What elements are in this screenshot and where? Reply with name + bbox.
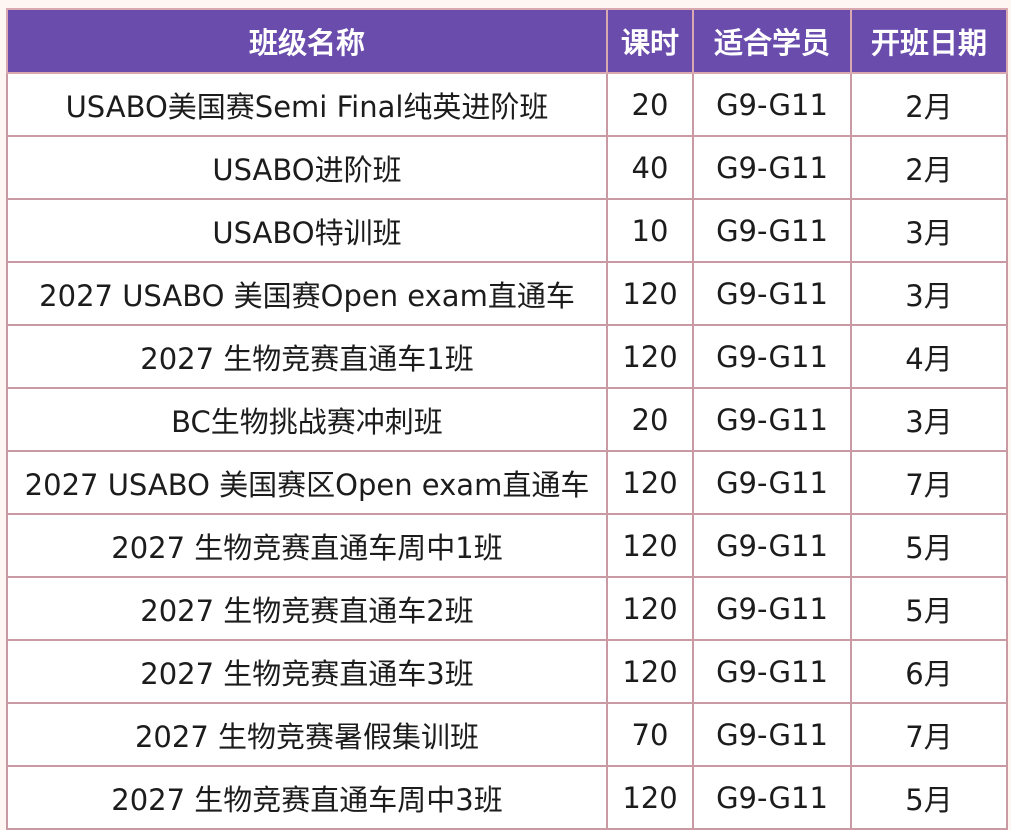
cell-suitable-students: G9-G11: [692, 576, 852, 641]
cell-start-date: 5月: [850, 765, 1008, 830]
header-suitable-students: 适合学员: [692, 8, 852, 74]
cell-class-name: 2027 生物竞赛直通车周中3班: [6, 765, 608, 830]
cell-suitable-students: G9-G11: [692, 450, 852, 515]
cell-start-date: 5月: [850, 576, 1008, 641]
header-class-name: 班级名称: [6, 8, 608, 74]
cell-class-name: 2027 生物竞赛直通车2班: [6, 576, 608, 641]
cell-class-name: 2027 USABO 美国赛区Open exam直通车: [6, 450, 608, 515]
cell-hours: 120: [606, 261, 694, 326]
cell-suitable-students: G9-G11: [692, 765, 852, 830]
table-header-row: 班级名称 课时 适合学员 开班日期: [6, 8, 1008, 74]
cell-start-date: 4月: [850, 324, 1008, 389]
cell-start-date: 3月: [850, 387, 1008, 452]
cell-hours: 120: [606, 639, 694, 704]
header-start-date: 开班日期: [850, 8, 1008, 74]
cell-class-name: 2027 生物竞赛直通车3班: [6, 639, 608, 704]
cell-suitable-students: G9-G11: [692, 72, 852, 137]
header-hours: 课时: [606, 8, 694, 74]
table-row: USABO特训班 10 G9-G11 3月: [6, 198, 1008, 263]
cell-class-name: USABO美国赛Semi Final纯英进阶班: [6, 72, 608, 137]
cell-class-name: 2027 生物竞赛直通车1班: [6, 324, 608, 389]
cell-suitable-students: G9-G11: [692, 324, 852, 389]
cell-suitable-students: G9-G11: [692, 513, 852, 578]
table-row: 2027 生物竞赛直通车3班 120 G9-G11 6月: [6, 639, 1008, 704]
cell-class-name: 2027 生物竞赛直通车周中1班: [6, 513, 608, 578]
cell-suitable-students: G9-G11: [692, 198, 852, 263]
table-row: 2027 USABO 美国赛Open exam直通车 120 G9-G11 3月: [6, 261, 1008, 326]
cell-class-name: 2027 USABO 美国赛Open exam直通车: [6, 261, 608, 326]
table-row: 2027 生物竞赛直通车2班 120 G9-G11 5月: [6, 576, 1008, 641]
cell-hours: 120: [606, 324, 694, 389]
cell-start-date: 3月: [850, 261, 1008, 326]
table-row: 2027 USABO 美国赛区Open exam直通车 120 G9-G11 7月: [6, 450, 1008, 515]
cell-start-date: 6月: [850, 639, 1008, 704]
cell-hours: 120: [606, 450, 694, 515]
table-body: USABO美国赛Semi Final纯英进阶班 20 G9-G11 2月 USABO进阶…: [6, 72, 1008, 830]
table-row: USABO美国赛Semi Final纯英进阶班 20 G9-G11 2月: [6, 72, 1008, 137]
cell-class-name: USABO进阶班: [6, 135, 608, 200]
cell-hours: 120: [606, 576, 694, 641]
table-row: 2027 生物竞赛暑假集训班 70 G9-G11 7月: [6, 702, 1008, 767]
cell-hours: 120: [606, 765, 694, 830]
table-row: USABO进阶班 40 G9-G11 2月: [6, 135, 1008, 200]
cell-hours: 70: [606, 702, 694, 767]
cell-hours: 20: [606, 387, 694, 452]
table-row: BC生物挑战赛冲刺班 20 G9-G11 3月: [6, 387, 1008, 452]
cell-suitable-students: G9-G11: [692, 135, 852, 200]
cell-suitable-students: G9-G11: [692, 261, 852, 326]
cell-start-date: 3月: [850, 198, 1008, 263]
cell-start-date: 7月: [850, 450, 1008, 515]
cell-class-name: USABO特训班: [6, 198, 608, 263]
cell-class-name: 2027 生物竞赛暑假集训班: [6, 702, 608, 767]
cell-start-date: 2月: [850, 72, 1008, 137]
cell-start-date: 5月: [850, 513, 1008, 578]
cell-hours: 120: [606, 513, 694, 578]
cell-hours: 10: [606, 198, 694, 263]
cell-suitable-students: G9-G11: [692, 387, 852, 452]
table-row: 2027 生物竞赛直通车周中3班 120 G9-G11 5月: [6, 765, 1008, 830]
course-schedule-table: 班级名称 课时 适合学员 开班日期 USABO美国赛Semi Final纯英进阶…: [6, 8, 1008, 830]
cell-suitable-students: G9-G11: [692, 639, 852, 704]
cell-hours: 20: [606, 72, 694, 137]
cell-hours: 40: [606, 135, 694, 200]
table-row: 2027 生物竞赛直通车1班 120 G9-G11 4月: [6, 324, 1008, 389]
cell-start-date: 7月: [850, 702, 1008, 767]
cell-suitable-students: G9-G11: [692, 702, 852, 767]
cell-start-date: 2月: [850, 135, 1008, 200]
cell-class-name: BC生物挑战赛冲刺班: [6, 387, 608, 452]
table-row: 2027 生物竞赛直通车周中1班 120 G9-G11 5月: [6, 513, 1008, 578]
